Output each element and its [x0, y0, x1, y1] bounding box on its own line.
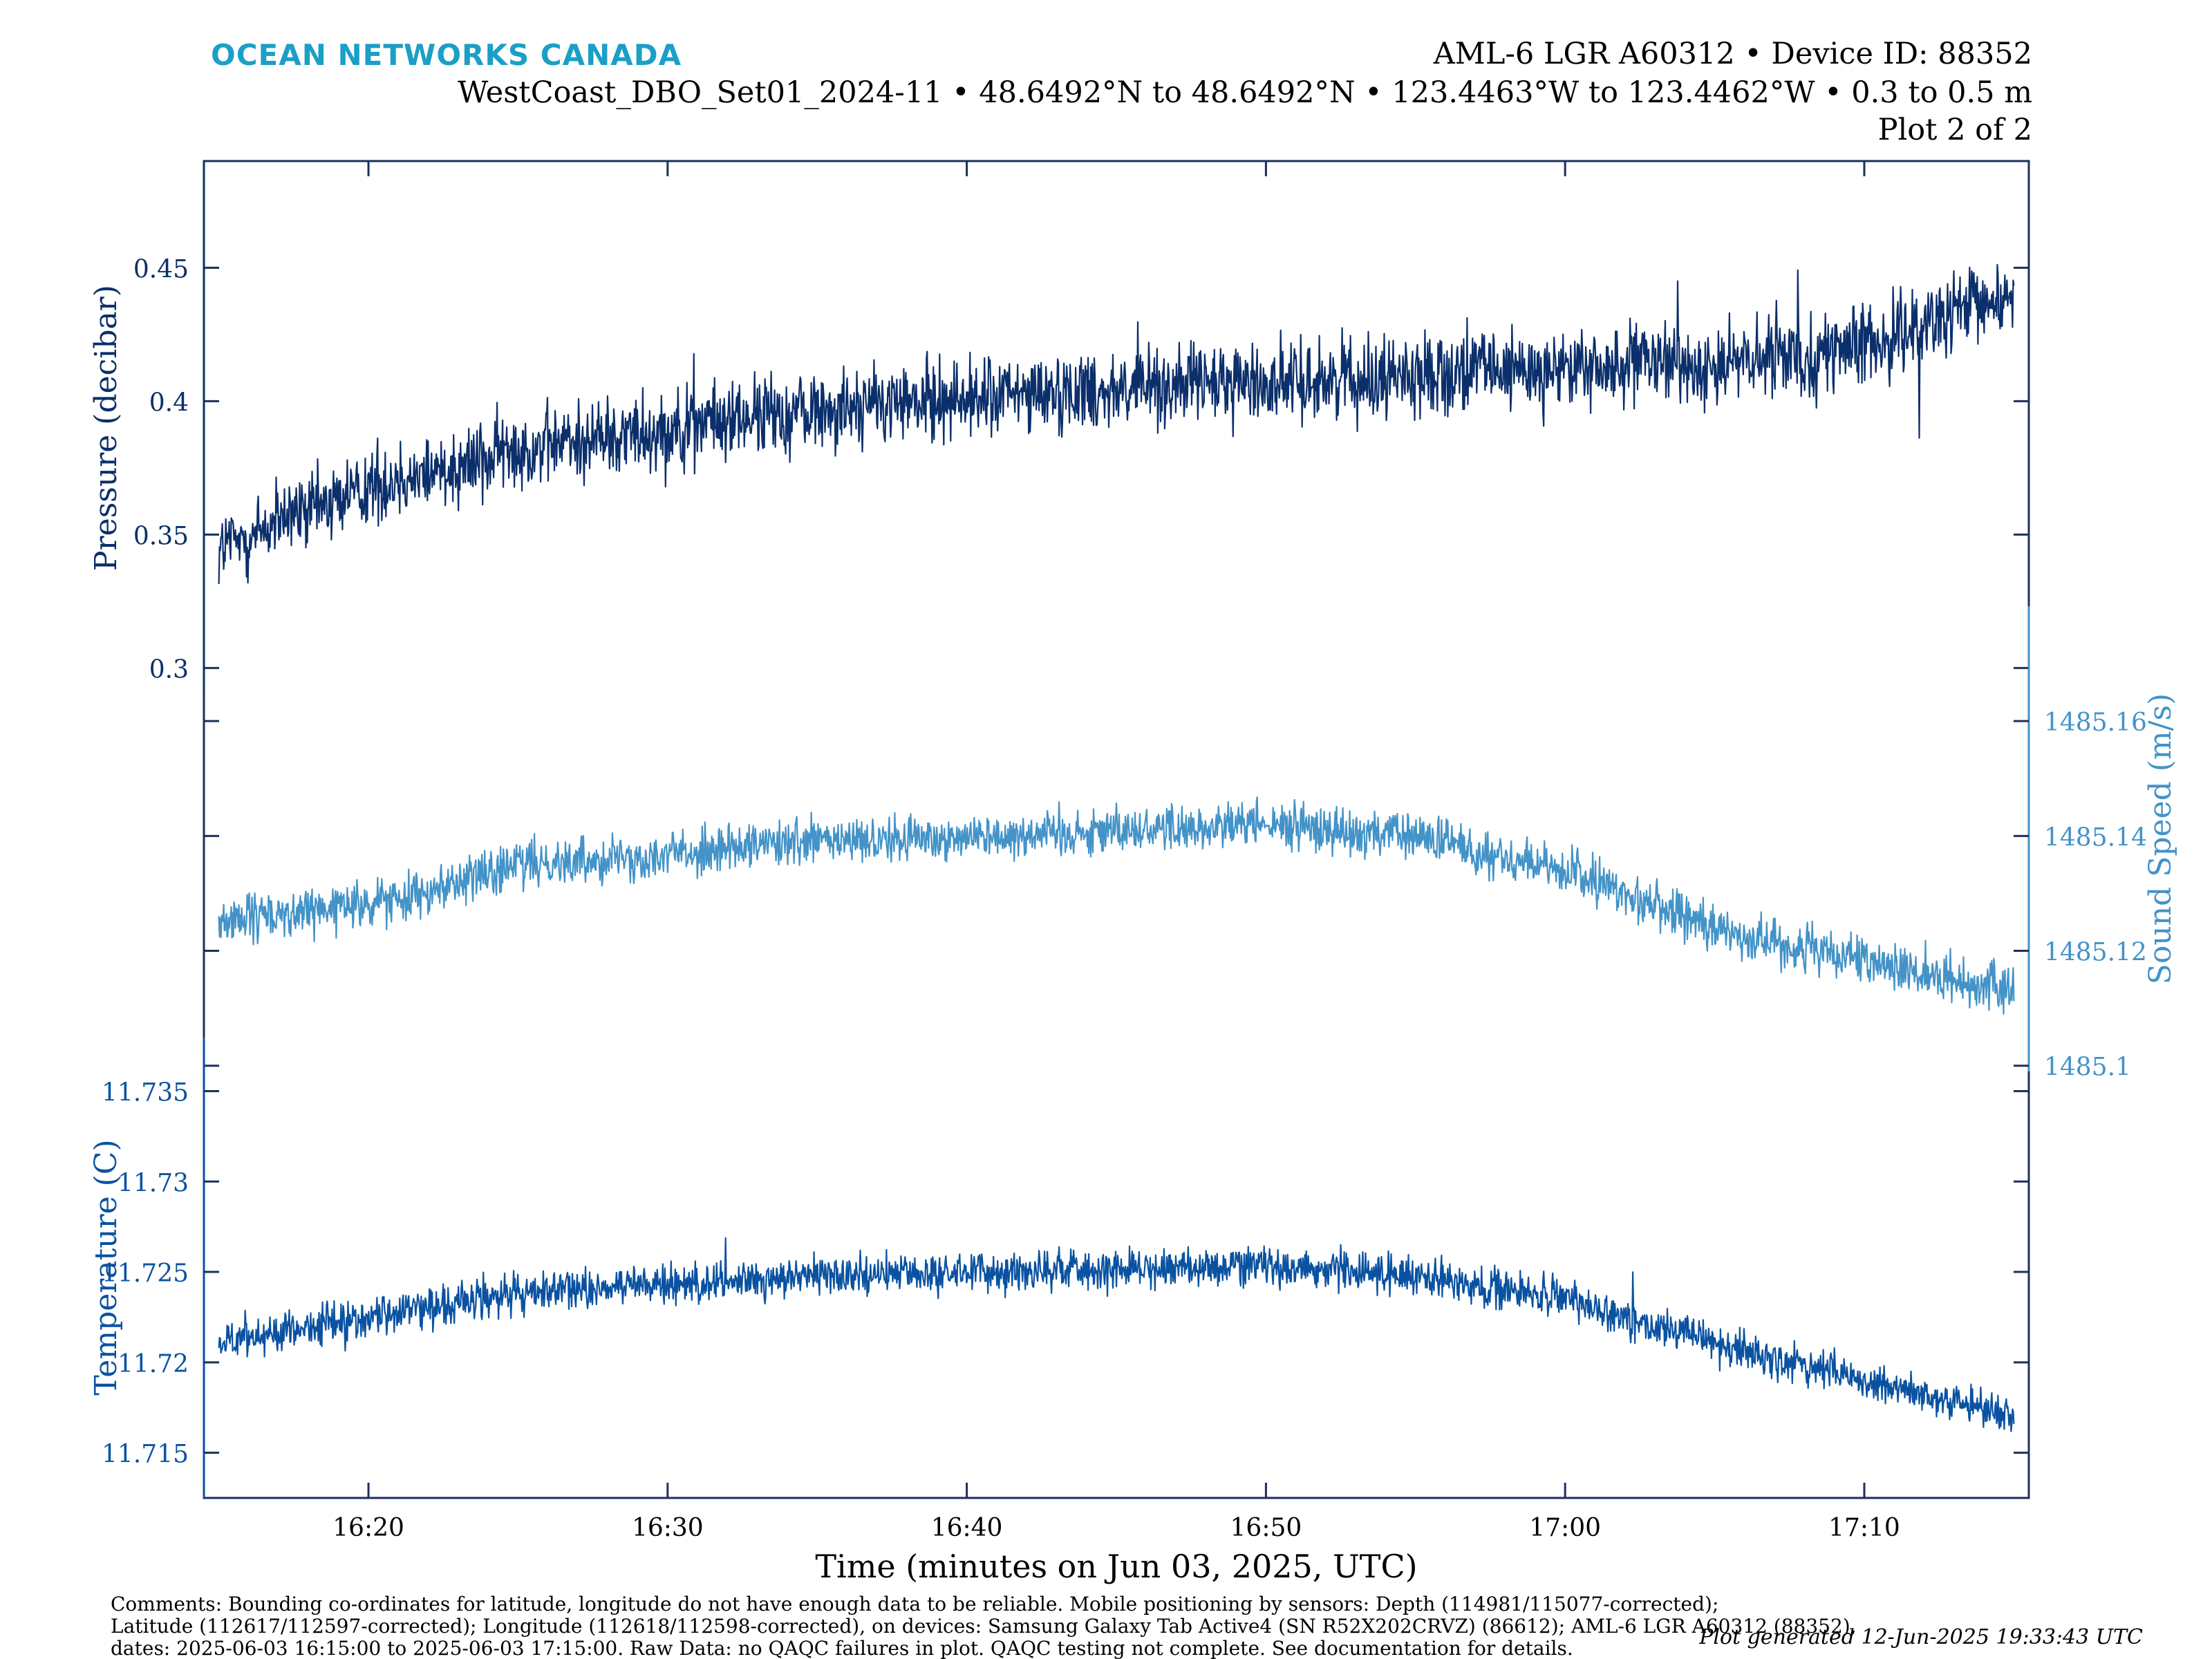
panel-temperature: 11.715 11.72 11.725 11.73 11.735 Temperature … — [88, 1037, 2029, 1498]
pressure-axis-label: Pressure (decibar) — [88, 285, 124, 571]
plot-counter: Plot 2 of 2 — [1878, 113, 2032, 147]
sound-speed-tick-label: 1485.12 — [2044, 939, 2147, 967]
sound-speed-tick-label: 1485.14 — [2044, 823, 2147, 852]
location-subtitle: WestCoast_DBO_Set01_2024-11 • 48.6492°N … — [458, 75, 2032, 110]
sound-speed-tick-label: 1485.1 — [2044, 1053, 2131, 1082]
x-axis: 16:20 16:30 16:40 16:50 17:00 17:10 — [332, 161, 1900, 1542]
pressure-tick-label: 0.45 — [133, 255, 189, 283]
comments-line-3: dates: 2025-06-03 16:15:00 to 2025-06-03… — [111, 1637, 1573, 1659]
pressure-tick-label: 0.35 — [133, 522, 189, 550]
x-tick-label: 16:50 — [1230, 1514, 1302, 1542]
comments-line-2: Latitude (112617/112597-corrected); Long… — [111, 1615, 1857, 1638]
x-tick-label: 16:40 — [931, 1514, 1003, 1542]
x-tick-label: 16:30 — [632, 1514, 704, 1542]
temperature-axis-label: Temperature (C) — [88, 1139, 124, 1395]
pressure-tick-label: 0.4 — [149, 388, 189, 417]
comments-line-1: Comments: Bounding co-ordinates for lati… — [111, 1593, 1718, 1615]
brand-logo: OCEAN NETWORKS CANADA — [211, 38, 682, 72]
x-tick-label: 17:00 — [1529, 1514, 1601, 1542]
sound-speed-axis-label: Sound Speed (m/s) — [2143, 693, 2178, 984]
temperature-tick-label: 11.735 — [102, 1078, 189, 1107]
temperature-series-line — [218, 1237, 2015, 1432]
x-tick-label: 17:10 — [1828, 1514, 1900, 1542]
pressure-series-line — [218, 263, 2015, 584]
x-axis-label: Time (minutes on Jun 03, 2025, UTC) — [815, 1548, 1417, 1585]
sound-speed-series-line — [218, 796, 2015, 1015]
panel-pressure: 0.3 0.35 0.4 0.45 Pressure (decibar) — [88, 161, 2029, 695]
temperature-tick-label: 11.725 — [102, 1259, 189, 1288]
temperature-tick-label: 11.72 — [118, 1350, 189, 1378]
plot-generated-stamp: Plot generated 12-Jun-2025 19:33:43 UTC — [1698, 1625, 2143, 1649]
pressure-tick-label: 0.3 — [149, 655, 189, 684]
temperature-tick-label: 11.715 — [102, 1441, 189, 1469]
x-tick-label: 16:20 — [332, 1514, 404, 1542]
sound-speed-tick-label: 1485.16 — [2044, 709, 2147, 737]
device-title: AML-6 LGR A60312 • Device ID: 88352 — [1433, 37, 2032, 71]
temperature-tick-label: 11.73 — [118, 1169, 189, 1197]
